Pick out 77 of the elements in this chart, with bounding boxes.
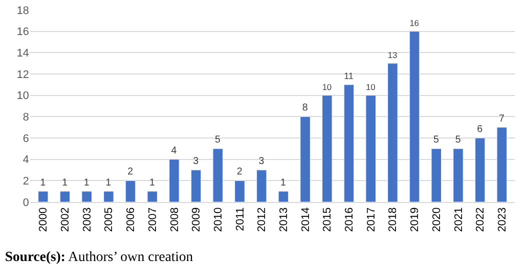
- data-label: 1: [84, 177, 90, 188]
- x-tick-label: 2022: [474, 207, 487, 232]
- y-tick-label: 16: [16, 26, 29, 38]
- x-tick-label: 2006: [125, 207, 138, 232]
- x-tick-label: 2009: [190, 207, 203, 232]
- bar: [103, 191, 114, 202]
- data-label: 2: [236, 166, 243, 178]
- data-label: 11: [344, 70, 354, 81]
- data-label: 3: [193, 156, 200, 167]
- bar: [169, 159, 180, 202]
- bar: [366, 95, 376, 202]
- source-note: Source(s): Authors’ own creation: [5, 250, 194, 265]
- data-label: 1: [280, 177, 286, 188]
- bar: [234, 180, 245, 202]
- x-tick-label: 2019: [409, 207, 422, 232]
- data-label: 3: [258, 156, 265, 167]
- x-tick-label: 2017: [365, 207, 378, 232]
- y-tick-label: 14: [16, 48, 29, 60]
- data-label: 5: [455, 134, 462, 146]
- x-tick-label: 2011: [234, 207, 246, 232]
- data-label: 1: [40, 177, 46, 188]
- x-tick-label: 2003: [81, 207, 94, 232]
- bar: [496, 127, 508, 202]
- data-label: 6: [477, 124, 484, 135]
- bar: [387, 63, 398, 202]
- data-label: 7: [498, 113, 505, 124]
- bar: [322, 95, 332, 202]
- bar: [344, 84, 354, 202]
- bar: [212, 148, 224, 202]
- y-tick-label: 2: [22, 176, 29, 188]
- bar: [409, 31, 420, 202]
- data-label: 10: [366, 82, 376, 92]
- bar: [60, 191, 70, 202]
- x-tick-label: 2005: [103, 207, 116, 232]
- data-label: 16: [410, 18, 420, 28]
- y-tick-label: 4: [22, 154, 29, 166]
- x-tick-label: 2020: [430, 207, 443, 232]
- bar: [474, 138, 486, 202]
- x-tick-label: 2013: [278, 207, 290, 232]
- bar: [38, 191, 48, 202]
- x-tick-label: 2018: [387, 207, 400, 232]
- y-tick-label: 8: [22, 112, 29, 124]
- data-label: 8: [302, 102, 308, 114]
- x-tick-label: 2008: [168, 207, 181, 232]
- bar: [300, 116, 310, 202]
- bar: [147, 191, 158, 202]
- x-tick-label: 2010: [212, 207, 224, 232]
- data-label: 10: [322, 82, 332, 92]
- y-tick-label: 6: [22, 132, 29, 145]
- x-tick-label: 2007: [146, 207, 159, 232]
- data-label: 5: [433, 134, 440, 146]
- x-tick-label: 2002: [60, 207, 72, 232]
- x-tick-label: 2012: [256, 207, 268, 232]
- bar: [453, 148, 464, 202]
- data-label: 5: [214, 134, 221, 146]
- y-tick-label: 10: [16, 90, 29, 102]
- bar: [256, 170, 267, 202]
- y-tick-label: 0: [22, 196, 29, 209]
- data-label: 4: [171, 145, 178, 156]
- x-tick-label: 2021: [452, 207, 465, 232]
- x-tick-label: 2015: [322, 207, 334, 232]
- bar: [278, 191, 289, 202]
- x-tick-label: 2014: [300, 207, 312, 232]
- bar: [190, 170, 202, 202]
- x-tick-label: 2023: [496, 207, 508, 232]
- bar: [125, 180, 136, 202]
- y-tick-label: 12: [16, 68, 29, 81]
- data-label: 1: [62, 177, 68, 188]
- x-tick-label: 2016: [344, 207, 356, 232]
- x-tick-label: 2000: [38, 207, 50, 232]
- data-label: 1: [106, 177, 112, 188]
- data-label: 1: [149, 177, 156, 188]
- bar: [82, 191, 92, 202]
- data-label: 2: [127, 166, 134, 178]
- y-tick-label: 18: [16, 4, 29, 17]
- data-label: 13: [388, 50, 398, 60]
- bar: [431, 148, 442, 202]
